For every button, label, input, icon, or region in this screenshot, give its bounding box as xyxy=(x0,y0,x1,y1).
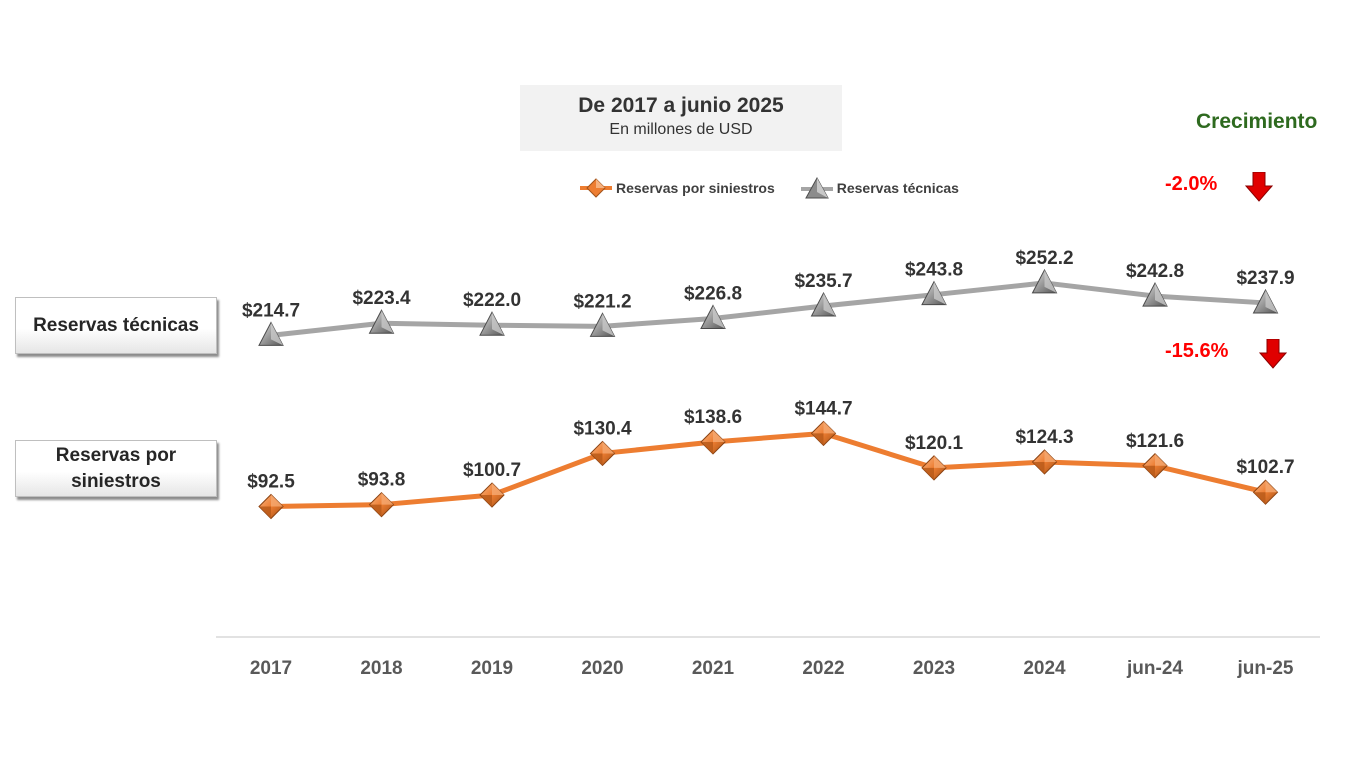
data-point-siniestros xyxy=(479,482,505,508)
data-point-siniestros xyxy=(1031,449,1058,475)
data-label-siniestros: $138.6 xyxy=(684,407,742,428)
x-tick-label: 2018 xyxy=(360,658,402,679)
x-tick-label: 2024 xyxy=(1023,658,1066,679)
data-point-tecnicas xyxy=(1031,268,1058,294)
x-tick-label: 2022 xyxy=(802,658,844,679)
data-point-tecnicas xyxy=(1142,281,1168,307)
data-label-siniestros: $124.3 xyxy=(1015,427,1073,448)
x-tick-label: jun-25 xyxy=(1237,658,1294,679)
growth-value-tecnicas: -2.0% xyxy=(1165,173,1218,195)
x-tick-label: jun-24 xyxy=(1126,658,1183,679)
chart-title: De 2017 a junio 2025 xyxy=(578,94,784,117)
data-label-tecnicas: $223.4 xyxy=(352,288,411,309)
label-tecnicas: Reservas técnicas xyxy=(33,314,199,336)
data-point-tecnicas xyxy=(258,321,284,346)
chart-subtitle: En millones de USD xyxy=(609,121,753,138)
data-label-tecnicas: $222.0 xyxy=(463,290,521,311)
legend-label-tecnicas: Reservas técnicas xyxy=(836,180,959,196)
label-box-tecnicas: Reservas técnicas xyxy=(15,297,217,354)
down-arrow-icon xyxy=(1245,172,1273,202)
data-point-siniestros xyxy=(1252,479,1279,505)
data-label-tecnicas: $214.7 xyxy=(242,300,300,321)
data-point-siniestros xyxy=(368,491,395,518)
legend-triangle-icon xyxy=(800,176,833,199)
data-label-tecnicas: $252.2 xyxy=(1015,248,1073,269)
data-label-siniestros: $100.7 xyxy=(463,460,521,481)
chart-title-box: De 2017 a junio 2025 En millones de USD xyxy=(520,85,842,151)
growth-value-siniestros: -15.6% xyxy=(1165,340,1229,362)
data-point-siniestros xyxy=(921,455,947,481)
x-tick-label: 2023 xyxy=(913,658,955,679)
data-point-tecnicas xyxy=(589,312,616,337)
label-box-siniestros: Reservas por siniestros xyxy=(15,440,217,497)
x-tick-label: 2020 xyxy=(581,658,623,679)
data-point-tecnicas xyxy=(479,311,505,336)
x-tick-label: 2017 xyxy=(250,658,292,679)
legend-label-siniestros: Reservas por siniestros xyxy=(616,180,775,196)
data-label-siniestros: $120.1 xyxy=(905,433,964,454)
down-arrow-icon xyxy=(1259,339,1287,369)
legend-diamond-icon xyxy=(580,178,612,198)
data-label-siniestros: $93.8 xyxy=(358,470,406,491)
data-point-tecnicas xyxy=(921,280,947,306)
data-label-tecnicas: $242.8 xyxy=(1126,261,1184,282)
legend-item-siniestros: Reservas por siniestros xyxy=(578,176,775,200)
series-line-0 xyxy=(270,430,1267,509)
chart-legend: Reservas por siniestros Reservas técnica… xyxy=(578,176,983,200)
data-label-siniestros: $102.7 xyxy=(1236,457,1294,478)
data-point-siniestros xyxy=(810,420,837,447)
data-label-tecnicas: $235.7 xyxy=(794,271,852,292)
data-point-siniestros xyxy=(700,429,726,455)
data-label-tecnicas: $221.2 xyxy=(573,291,631,312)
data-point-tecnicas xyxy=(1252,288,1279,314)
data-point-tecnicas xyxy=(700,304,726,329)
x-tick-label: 2021 xyxy=(692,658,735,679)
data-point-tecnicas xyxy=(810,291,837,317)
data-label-siniestros: $144.7 xyxy=(794,398,852,419)
x-tick-label: 2019 xyxy=(471,658,513,679)
data-label-siniestros: $92.5 xyxy=(247,472,295,493)
series-line-1 xyxy=(270,280,1266,338)
data-label-siniestros: $130.4 xyxy=(573,418,632,439)
data-point-tecnicas xyxy=(368,309,395,334)
data-point-siniestros xyxy=(589,440,616,467)
growth-title: Crecimiento xyxy=(1196,110,1318,133)
data-label-tecnicas: $243.8 xyxy=(905,260,963,281)
data-label-tecnicas: $226.8 xyxy=(684,283,742,304)
data-label-tecnicas: $237.9 xyxy=(1236,268,1294,289)
label-siniestros-line2: siniestros xyxy=(71,470,161,492)
data-point-siniestros xyxy=(258,493,284,520)
legend-item-tecnicas: Reservas técnicas xyxy=(799,176,959,200)
label-siniestros-line1: Reservas por xyxy=(55,444,177,466)
data-point-siniestros xyxy=(1142,453,1168,479)
data-label-siniestros: $121.6 xyxy=(1126,431,1184,452)
